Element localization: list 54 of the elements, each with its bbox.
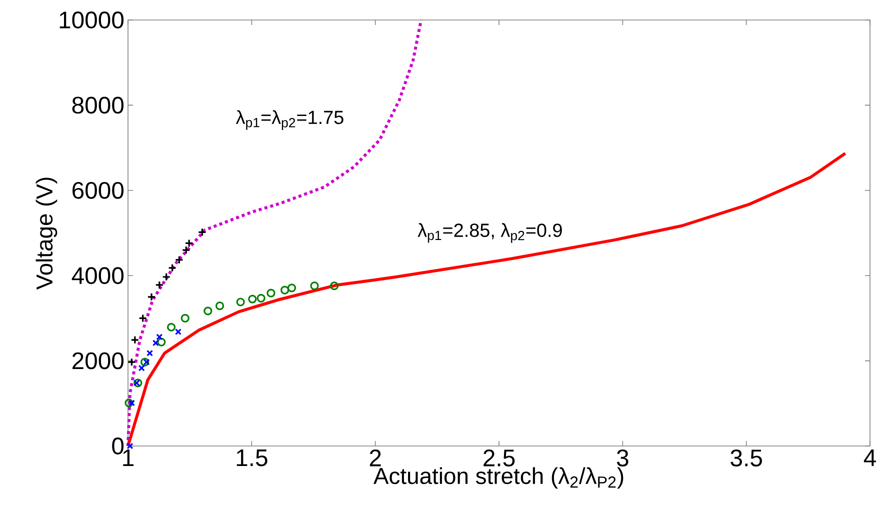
point bbox=[138, 314, 148, 322]
y-tick-label: 6000 bbox=[72, 182, 124, 199]
point bbox=[130, 336, 140, 344]
y-axis-title: Voltage (V) bbox=[36, 178, 58, 290]
x-tick-label: 3.5 bbox=[730, 450, 762, 466]
point bbox=[124, 398, 134, 408]
point bbox=[157, 338, 166, 346]
point bbox=[127, 358, 136, 366]
point bbox=[204, 306, 212, 316]
point bbox=[166, 322, 176, 332]
x-tick-label: 1 bbox=[123, 450, 134, 466]
point bbox=[180, 314, 190, 322]
point bbox=[174, 256, 184, 264]
point bbox=[184, 238, 194, 248]
point bbox=[280, 286, 290, 294]
y-tick-label: 8000 bbox=[72, 96, 124, 114]
x-tick-label: 1.5 bbox=[236, 450, 268, 466]
point bbox=[134, 378, 142, 388]
point bbox=[143, 358, 150, 366]
x-tick-label: 2 bbox=[370, 450, 381, 466]
point bbox=[182, 246, 190, 254]
point bbox=[138, 364, 145, 372]
point bbox=[140, 358, 150, 366]
x-tick-label: 3 bbox=[616, 450, 628, 466]
point bbox=[215, 302, 224, 310]
y-tick-label: 4000 bbox=[72, 267, 124, 284]
point bbox=[126, 442, 134, 450]
point bbox=[152, 340, 159, 346]
annotation: λ$_{p1}$=λ$_{p2}$=1.75 bbox=[236, 110, 344, 130]
point bbox=[248, 294, 257, 304]
point bbox=[168, 264, 177, 272]
point bbox=[330, 282, 339, 290]
point bbox=[310, 282, 319, 290]
y-tick-label: 2000 bbox=[72, 352, 124, 370]
point bbox=[266, 288, 276, 298]
point bbox=[236, 298, 245, 306]
point bbox=[256, 294, 266, 302]
point bbox=[128, 400, 135, 406]
point bbox=[146, 350, 154, 356]
x-tick-label: 4 bbox=[864, 450, 876, 466]
y-tick-label: 0 bbox=[112, 438, 124, 454]
x-tick-label: 2.5 bbox=[484, 450, 515, 466]
annotation: λ$_{p1}$=2.85, λ$_{p2}$=0.9 bbox=[418, 223, 562, 243]
point bbox=[156, 334, 163, 340]
line-series bbox=[126, 152, 847, 448]
y-tick-label: 10000 bbox=[60, 12, 124, 28]
point bbox=[162, 272, 171, 282]
point bbox=[198, 228, 206, 236]
x-axis-title: Actuation stretch (λ$_{2}$/λ$_{P2}$) bbox=[373, 467, 624, 489]
point bbox=[147, 292, 156, 302]
point bbox=[133, 380, 140, 386]
point bbox=[155, 280, 164, 290]
point bbox=[287, 284, 296, 292]
point bbox=[174, 328, 182, 336]
